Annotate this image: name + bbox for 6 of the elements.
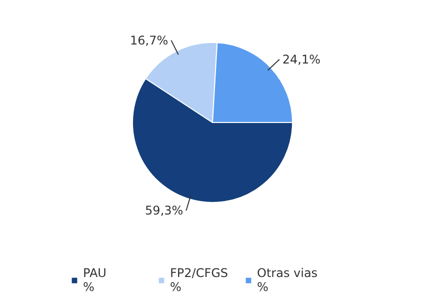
legend-label: FP2/CFGS %	[170, 266, 230, 294]
data-label: 24,1%	[282, 52, 321, 66]
legend-label: PAU %	[83, 266, 108, 294]
data-label: 59,3%	[145, 204, 184, 218]
legend-label: Otras vias %	[257, 266, 318, 294]
data-label: 16,7%	[130, 33, 168, 48]
